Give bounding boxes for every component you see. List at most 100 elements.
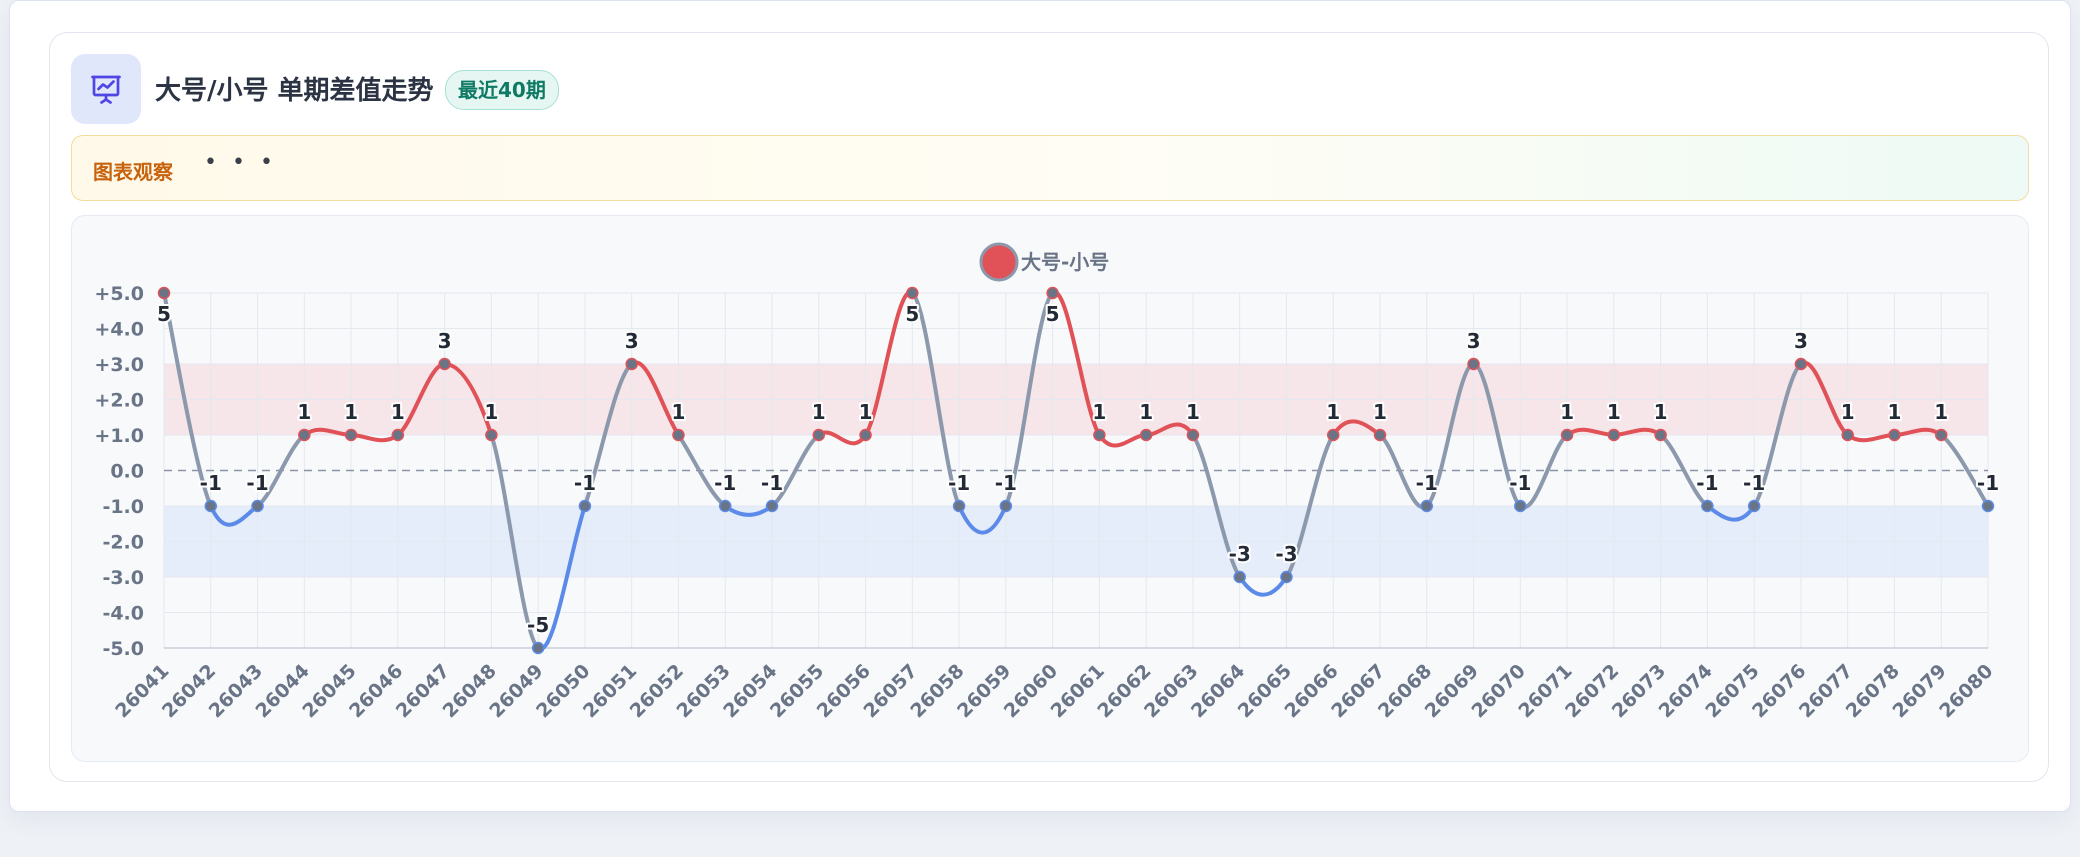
data-point	[1841, 428, 1854, 442]
data-point	[625, 357, 638, 371]
x-tick-label: 26080	[1935, 660, 1997, 722]
data-point	[1467, 357, 1480, 371]
chart-card: 大号/小号 单期差值走势 最近40期 图表观察 • • • +5.0 +4.0 +3…	[49, 32, 2049, 782]
series-line-segment	[1190, 433, 1242, 579]
data-point	[1420, 499, 1434, 513]
series-line-segment	[582, 362, 634, 508]
data-label: -5	[527, 613, 549, 637]
y-tick-label: -1.0	[102, 496, 144, 518]
data-label: 1	[1841, 400, 1855, 424]
series-line-segment	[1003, 291, 1055, 508]
data-label: -1	[1743, 471, 1765, 495]
series-line-segment	[1284, 433, 1336, 579]
data-point	[1093, 428, 1106, 442]
data-label: -1	[948, 471, 970, 495]
data-label: 5	[905, 302, 919, 326]
data-point	[1888, 428, 1901, 442]
data-point	[531, 641, 545, 655]
data-label: 1	[1139, 400, 1153, 424]
period-badge[interactable]: 最近40期	[445, 70, 559, 110]
data-label: 5	[1046, 302, 1060, 326]
chart-icon-box	[71, 54, 141, 124]
observation-label: 图表观察	[93, 160, 173, 184]
series-line-segment	[255, 433, 307, 508]
data-label: 1	[859, 400, 873, 424]
data-point	[391, 428, 405, 442]
data-point	[1981, 499, 1995, 513]
observation-bar[interactable]: 图表观察 • • •	[71, 135, 2029, 201]
data-label: -1	[1416, 471, 1438, 495]
data-label: 1	[812, 400, 826, 424]
data-label: 3	[1794, 329, 1808, 353]
data-point	[1373, 428, 1387, 442]
data-point	[906, 286, 919, 300]
data-label: -1	[1977, 471, 1999, 495]
data-point	[204, 499, 218, 513]
data-label: 1	[391, 400, 405, 424]
series-line-segment	[676, 433, 728, 508]
data-point	[999, 499, 1013, 513]
data-point	[1607, 428, 1621, 442]
data-label: 1	[344, 400, 358, 424]
y-tick-label: -5.0	[102, 638, 144, 660]
data-label: 3	[438, 329, 452, 353]
data-point	[251, 499, 264, 513]
page-container: 大号/小号 单期差值走势 最近40期 图表观察 • • • +5.0 +4.0 +3…	[9, 0, 2071, 812]
data-label: 1	[1560, 400, 1574, 424]
series-line-segment	[1471, 362, 1523, 508]
series-line-segment	[489, 433, 541, 650]
y-tick-label: -2.0	[102, 532, 144, 554]
data-label: 3	[625, 329, 639, 353]
data-point	[1514, 499, 1527, 513]
data-label: 1	[1934, 400, 1948, 424]
data-point	[1280, 570, 1293, 584]
difference-line-chart: +5.0 +4.0 +3.0 +2.0 +1.0 0.0 -1.0 -2.0 -3.0 -4.0 -…	[94, 242, 2001, 722]
series-line-segment	[162, 291, 213, 508]
data-point	[344, 428, 358, 442]
y-tick-label: +2.0	[94, 390, 144, 412]
series-line-segment	[1845, 433, 1897, 443]
data-label: 3	[1467, 329, 1481, 353]
series-line-segment	[1424, 362, 1476, 508]
data-label: -1	[1509, 471, 1531, 495]
data-point	[1233, 570, 1246, 584]
data-label: -1	[761, 471, 783, 495]
y-tick-label: 0.0	[110, 461, 144, 483]
data-label: 1	[1373, 400, 1387, 424]
data-label: -1	[200, 471, 222, 495]
observation-more-icon[interactable]: • • •	[204, 150, 277, 175]
series-line-segment	[1097, 433, 1149, 448]
data-label: -1	[574, 471, 596, 495]
series-line-segment	[910, 291, 962, 508]
data-point	[1186, 428, 1200, 442]
data-point	[718, 499, 732, 513]
y-tick-label: -3.0	[102, 567, 144, 589]
data-label: 1	[1092, 400, 1106, 424]
data-label: -1	[714, 471, 736, 495]
data-point	[859, 428, 872, 442]
data-label: -1	[246, 471, 268, 495]
data-point	[1701, 499, 1714, 513]
data-label: 1	[1654, 400, 1668, 424]
data-point	[672, 428, 685, 442]
data-point	[1560, 428, 1574, 442]
data-point	[952, 499, 966, 513]
data-point	[1326, 428, 1340, 442]
chart-title: 大号/小号 单期差值走势	[155, 76, 434, 106]
data-label: -3	[1275, 542, 1297, 566]
data-point	[1139, 428, 1153, 442]
data-label: 1	[672, 400, 686, 424]
data-point	[485, 428, 498, 442]
series-line-segment	[1752, 362, 1803, 508]
data-label: 1	[1186, 400, 1200, 424]
data-point	[1654, 428, 1667, 442]
legend-marker	[979, 242, 1019, 282]
data-point	[812, 428, 826, 442]
data-point	[438, 357, 451, 371]
data-point	[1747, 499, 1761, 513]
series-line-segment	[957, 504, 1008, 535]
data-label: 1	[484, 400, 498, 424]
series-line-segment	[1658, 433, 1710, 508]
series-line-segment	[349, 433, 400, 443]
data-point	[1934, 428, 1948, 442]
